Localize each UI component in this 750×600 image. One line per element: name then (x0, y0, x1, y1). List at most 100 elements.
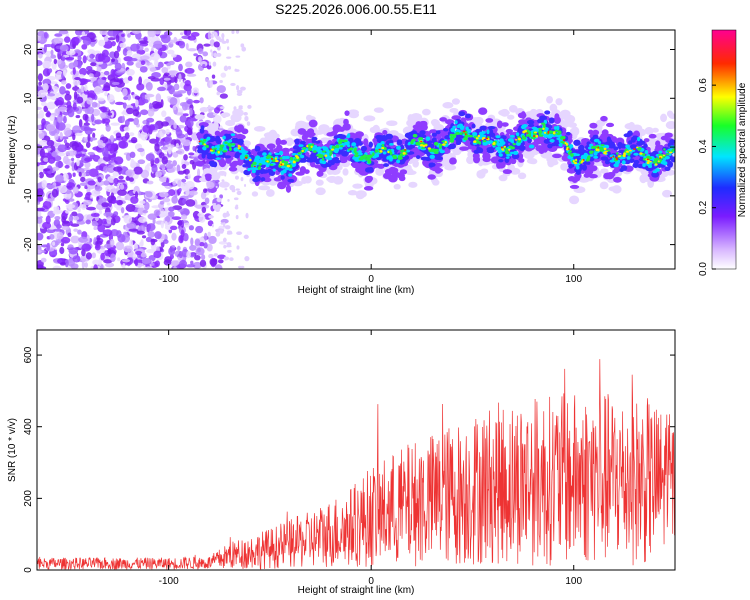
heatmap-noise-blob (86, 97, 93, 105)
heatmap-noise-blob (203, 43, 211, 47)
heatmap-ridge-blob (660, 135, 669, 141)
heatmap-noise-blob (145, 191, 153, 198)
heatmap-noise-blob (120, 206, 125, 214)
heatmap-noise-blob (98, 39, 106, 47)
heatmap-noise-blob (38, 110, 45, 119)
heatmap-noise-blob (37, 201, 41, 205)
heatmap-noise-blob (172, 91, 182, 95)
heatmap-noise-blob (212, 204, 217, 210)
heatmap-noise-blob (177, 220, 183, 226)
heatmap-ridge-blob (405, 170, 417, 176)
heatmap-noise-blob (128, 228, 139, 232)
heatmap-ridge-blob (377, 163, 385, 169)
heatmap-noise-blob (42, 200, 52, 210)
heatmap-noise-blob (90, 213, 100, 218)
heatmap-ridge-blob (665, 121, 675, 130)
heatmap-noise-blob (85, 219, 91, 225)
heatmap-noise-blob (83, 199, 93, 206)
heatmap-ridge-blob (652, 170, 658, 174)
heatmap-ridge-blob (326, 149, 330, 153)
heatmap-noise-blob (140, 60, 146, 66)
heatmap-noise-blob (141, 92, 145, 101)
heatmap-ridge-blob (292, 145, 300, 150)
heatmap-noise-blob (137, 148, 145, 153)
heatmap-noise-blob (37, 249, 42, 254)
heatmap-ridge-blob (517, 172, 527, 180)
heatmap-noise-blob (67, 109, 75, 118)
heatmap-noise-blob (38, 53, 43, 59)
heatmap-noise-blob (140, 239, 144, 246)
heatmap-noise-blob (160, 121, 169, 127)
heatmap-noise-blob (52, 209, 62, 215)
heatmap-ridge-blob (203, 143, 206, 146)
heatmap-ridge-blob (274, 157, 277, 160)
heatmap-ridge-blob (333, 159, 341, 164)
heatmap-noise-blob (101, 202, 110, 208)
heatmap-ridge-blob (218, 181, 230, 188)
heatmap-noise-blob (202, 63, 206, 68)
heatmap-noise-blob (200, 191, 207, 200)
heatmap-ridge-blob (286, 164, 291, 168)
heatmap-ridge-blob (449, 107, 459, 113)
heatmap-ridge-blob (312, 150, 317, 153)
heatmap-noise-blob (151, 165, 158, 173)
heatmap-ridge-blob (652, 127, 659, 133)
heatmap-ridge-blob (228, 147, 232, 151)
heatmap-noise-blob (213, 41, 220, 48)
heatmap-ridge-blob (349, 147, 354, 151)
heatmap-noise-blob (184, 80, 191, 87)
heatmap-ridge-blob (280, 170, 285, 176)
heatmap-noise-blob (101, 76, 107, 81)
heatmap-ridge-blob (472, 132, 478, 136)
heatmap-noise-blob (49, 233, 55, 240)
heatmap-ridge-blob (542, 127, 545, 131)
heatmap-noise-blob (37, 89, 47, 98)
heatmap-noise-blob (88, 73, 94, 78)
heatmap-ridge-blob (415, 142, 420, 146)
heatmap-ridge-blob (617, 150, 626, 154)
heatmap-noise-blob (61, 80, 67, 85)
heatmap-noise-blob (37, 106, 43, 111)
heatmap-noise-blob (112, 200, 120, 204)
heatmap-ridge-blob (288, 173, 293, 177)
heatmap-noise-blob (166, 202, 171, 206)
heatmap-noise-blob (71, 157, 75, 162)
heatmap-noise-blob (157, 195, 162, 200)
heatmap-ridge-blob (333, 175, 344, 185)
heatmap-noise-blob (159, 164, 166, 169)
heatmap-ridge-blob (482, 139, 487, 143)
heatmap-ridge-blob (381, 144, 385, 148)
heatmap-noise-blob (64, 93, 72, 101)
heatmap-ridge-blob (378, 148, 381, 151)
heatmap-noise-blob (87, 133, 91, 143)
heatmap-noise-blob (214, 264, 223, 269)
heatmap-noise-blob (109, 147, 115, 154)
heatmap-noise-blob (110, 122, 120, 126)
heatmap-ridge-blob (208, 160, 216, 166)
heatmap-ridge-blob (242, 164, 248, 168)
heatmap-ridge-blob (543, 131, 547, 134)
heatmap-ridge-blob (275, 160, 279, 163)
heatmap-noise-blob (142, 124, 151, 133)
heatmap-ridge-blob (501, 122, 509, 127)
heatmap-noise-blob (105, 262, 115, 268)
heatmap-ridge-blob (213, 147, 217, 150)
heatmap-ridge-blob (578, 176, 590, 183)
heatmap-noise-blob (80, 204, 87, 210)
heatmap-ridge-blob (645, 167, 654, 172)
heatmap-noise-blob (138, 76, 143, 85)
heatmap-ridge-blob (273, 177, 282, 182)
heatmap-ridge-blob (279, 161, 282, 164)
heatmap-ridge-blob (660, 113, 668, 123)
heatmap-ridge-blob (265, 156, 271, 159)
heatmap-ridge-blob (623, 133, 631, 138)
heatmap-noise-blob (211, 74, 216, 79)
heatmap-noise-blob (162, 197, 171, 203)
heatmap-ridge-blob (544, 110, 551, 115)
heatmap-noise-blob (99, 30, 108, 36)
heatmap-noise-blob (220, 106, 225, 110)
heatmap-noise-blob (154, 260, 160, 268)
heatmap-noise-blob (215, 185, 218, 189)
heatmap-ridge-blob (517, 140, 522, 143)
heatmap-noise-blob (175, 112, 185, 116)
